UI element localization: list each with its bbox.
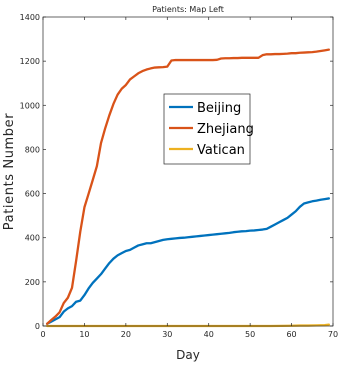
x-tick-label: 20	[121, 330, 131, 339]
x-tick-label: 50	[245, 330, 255, 339]
y-tick-label: 600	[25, 190, 40, 199]
y-tick-label: 1400	[20, 13, 40, 22]
x-tick-label: 60	[286, 330, 296, 339]
y-axis-label: Patients Number	[2, 113, 17, 230]
y-tick-label: 200	[25, 278, 40, 287]
x-axis-ticks: 0 10 20 30 40 50 60 70	[40, 17, 338, 339]
legend-label-beijing: Beijing	[197, 101, 241, 116]
x-tick-label: 40	[204, 330, 214, 339]
legend-label-zhejiang: Zhejiang	[197, 122, 254, 137]
y-axis-ticks: 0 200 400 600 800 1000 1200 1400	[20, 13, 333, 331]
series-line-beijing	[45, 197, 331, 325]
legend-label-vatican: Vatican	[197, 143, 245, 158]
legend: Beijing Zhejiang Vatican	[163, 93, 254, 165]
chart-title: Patients: Map Left	[152, 5, 224, 14]
axes-frame	[42, 16, 334, 327]
y-tick-label: 0	[35, 322, 40, 331]
y-tick-label: 800	[25, 145, 40, 154]
x-tick-label: 10	[79, 330, 89, 339]
legend-items: Beijing Zhejiang Vatican	[169, 101, 254, 158]
y-tick-label: 400	[25, 234, 40, 243]
plot-area: 0 10 20 30 40 50 60 70 0 200 400 600 800 1000 1200 140…	[20, 13, 338, 339]
x-axis-label: Day	[176, 348, 200, 362]
y-tick-label: 1000	[20, 101, 40, 110]
x-tick-label: 70	[328, 330, 338, 339]
series-line-zhejiang	[45, 48, 331, 325]
x-tick-label: 0	[40, 330, 45, 339]
plot-background	[43, 17, 333, 326]
y-tick-label: 1200	[20, 57, 40, 66]
x-tick-label: 30	[162, 330, 172, 339]
